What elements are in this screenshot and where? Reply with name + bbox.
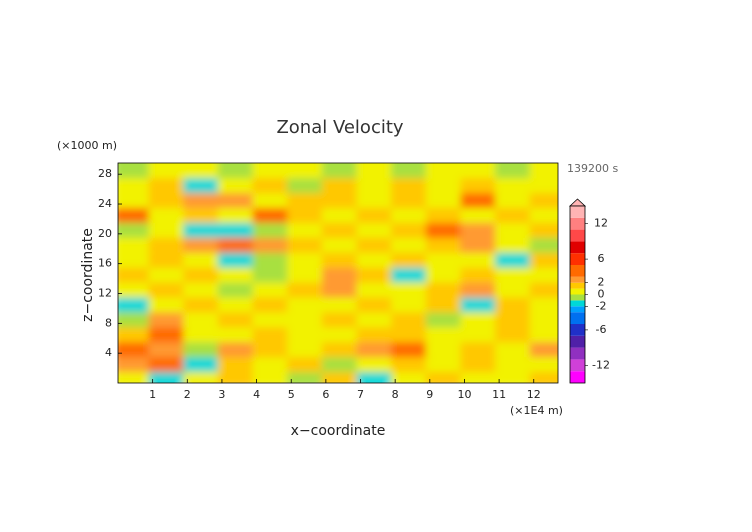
plot-frame	[117, 162, 559, 384]
colorbar-band	[570, 253, 585, 265]
field-cell	[495, 163, 538, 179]
x-tick-label: 2	[184, 388, 191, 401]
colorbar-band	[570, 229, 585, 242]
colorbar-band	[570, 217, 585, 230]
field-cell	[391, 163, 434, 179]
time-label: 139200 s	[567, 162, 618, 175]
x-tick-label: 5	[288, 388, 295, 401]
field-cell	[356, 163, 400, 179]
x-tick-label: 8	[392, 388, 399, 401]
x-tick-label: 3	[218, 388, 225, 401]
field-cells	[118, 163, 558, 383]
y-tick-label: 20	[98, 227, 112, 240]
field-cell	[118, 163, 157, 179]
y-tick-label: 12	[98, 287, 112, 300]
colorbar-tick-label: 0	[598, 288, 605, 301]
colorbar-band	[570, 306, 585, 313]
x-tick-label: 1	[149, 388, 156, 401]
x-tick-label: 9	[426, 388, 433, 401]
x-tick-label: 11	[492, 388, 506, 401]
x-axis-label: x−coordinate	[291, 423, 386, 439]
y-tick-label: 4	[105, 346, 112, 359]
colorbar-tick-label: 2	[598, 276, 605, 289]
x-tick-label: 4	[253, 388, 260, 401]
field-cell	[183, 163, 226, 179]
colorbar-tick-label: -6	[596, 323, 607, 336]
colorbar-band	[570, 312, 585, 324]
x-unit: (×1E4 m)	[510, 404, 563, 417]
colorbar-band	[570, 276, 585, 283]
colorbar-band	[570, 335, 585, 348]
field-cell	[425, 163, 469, 179]
colorbar: -12 -6 -202 6 12	[568, 198, 610, 384]
colorbar-band	[570, 324, 585, 336]
field-cell	[529, 163, 558, 179]
field-cell	[148, 163, 192, 179]
field	[118, 163, 558, 383]
y-unit: (×1000 m)	[57, 139, 117, 152]
colorbar-tick-label: -2	[596, 299, 607, 312]
field-cell	[287, 163, 330, 179]
x-tick-label: 10	[457, 388, 471, 401]
field-cell	[252, 163, 296, 179]
x-tick-label: 6	[322, 388, 329, 401]
colorbar-band	[570, 288, 585, 295]
colorbar-band	[570, 371, 585, 383]
field-cell	[321, 163, 365, 179]
chart-title: Zonal Velocity	[276, 117, 403, 138]
colorbar-tick-label: 6	[598, 252, 605, 265]
y-tick-label: 28	[98, 167, 112, 180]
y-tick-label: 8	[105, 316, 112, 329]
field-cell	[217, 163, 261, 179]
colorbar-tick-label: 12	[594, 217, 608, 230]
colorbar-band	[570, 300, 585, 307]
colorbar-band	[570, 359, 585, 372]
colorbar-band	[570, 347, 585, 360]
colorbar-band	[570, 241, 585, 254]
colorbar-tick-label: -12	[592, 358, 610, 371]
colorbar-band	[570, 294, 585, 301]
x-tick-label: 7	[357, 388, 364, 401]
colorbar-band	[570, 206, 585, 218]
field-cell	[460, 163, 504, 179]
x-tick-label: 12	[527, 388, 541, 401]
colorbar-band	[570, 282, 585, 289]
y-axis-label: z−coordinate	[80, 228, 96, 322]
colorbar-band	[570, 265, 585, 277]
colorbar-extend	[568, 198, 587, 207]
y-tick-label: 24	[98, 197, 112, 210]
y-tick-label: 16	[98, 257, 112, 270]
